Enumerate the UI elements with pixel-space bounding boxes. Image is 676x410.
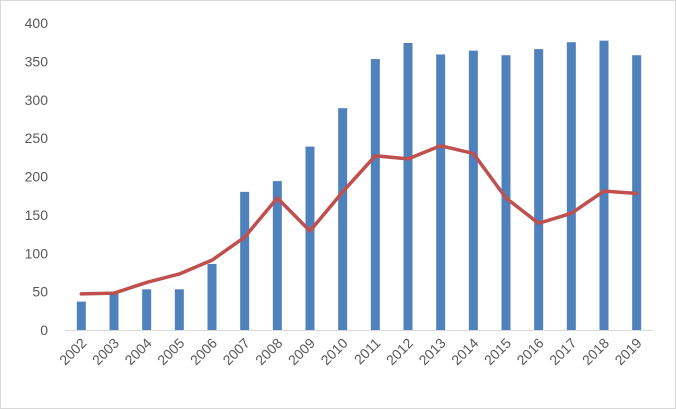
bar-2008 <box>272 181 282 330</box>
line-point-2016 <box>537 221 541 225</box>
line-point-2002 <box>79 292 83 296</box>
x-tick-label: 2008 <box>252 335 285 368</box>
x-tick-label: 2012 <box>383 335 416 368</box>
line-point-2015 <box>504 196 508 200</box>
bar-2015 <box>501 55 511 331</box>
y-tick-label: 50 <box>32 284 48 300</box>
line-point-2009 <box>308 229 312 233</box>
y-tick-label: 100 <box>25 245 49 261</box>
bar-2014 <box>468 50 478 330</box>
x-tick-label: 2019 <box>611 335 644 368</box>
x-tick-label: 2011 <box>351 335 384 368</box>
line-point-2017 <box>569 211 573 215</box>
line-point-2006 <box>210 258 214 262</box>
bar-2005 <box>174 289 184 330</box>
line-point-2013 <box>439 144 443 148</box>
bar-2016 <box>534 49 544 330</box>
bar-2010 <box>338 108 348 330</box>
x-tick-label: 2013 <box>415 335 448 368</box>
x-tick-label: 2002 <box>56 335 89 368</box>
y-tick-label: 300 <box>25 92 49 108</box>
x-tick-label: 2010 <box>317 335 350 368</box>
x-tick-label: 2015 <box>481 335 514 368</box>
line-point-2014 <box>471 151 475 155</box>
line-point-2019 <box>635 191 639 195</box>
x-tick-label: 2016 <box>513 335 546 368</box>
line-point-2012 <box>406 157 410 161</box>
line-point-2003 <box>112 291 116 295</box>
x-axis-ticks: 2002 2003 2004 2005 2006 2007 2008 2009 2010 2011… <box>56 335 645 368</box>
x-tick-label: 2007 <box>219 335 252 368</box>
y-tick-label: 400 <box>25 15 49 31</box>
bar-series <box>76 40 642 331</box>
y-tick-label: 200 <box>25 169 49 185</box>
line-point-2010 <box>341 190 345 194</box>
x-tick-label: 2006 <box>187 335 220 368</box>
line-point-2018 <box>602 189 606 193</box>
line-point-2005 <box>177 272 181 276</box>
x-tick-label: 2017 <box>546 335 579 368</box>
y-tick-label: 150 <box>25 207 49 223</box>
x-tick-label: 2003 <box>89 335 122 368</box>
bar-2004 <box>142 289 152 330</box>
bar-2009 <box>305 146 315 330</box>
bar-2017 <box>566 42 576 330</box>
x-tick-label: 2005 <box>154 335 187 368</box>
x-tick-label: 2004 <box>121 335 154 368</box>
line-point-2007 <box>243 235 247 239</box>
line-series <box>79 144 639 296</box>
bar-2012 <box>403 42 413 331</box>
y-tick-label: 0 <box>40 322 48 338</box>
bar-2013 <box>436 54 446 330</box>
bar-2006 <box>207 263 217 330</box>
line-point-2011 <box>373 154 377 158</box>
y-tick-label: 250 <box>25 130 49 146</box>
y-axis-ticks: 0 50 100 150 200 250 300 350 400 <box>25 15 49 338</box>
bar-2002 <box>76 301 86 330</box>
y-tick-label: 350 <box>25 53 49 69</box>
bar-2003 <box>109 293 119 330</box>
line-point-2008 <box>275 196 279 200</box>
bar-2018 <box>599 40 609 331</box>
x-tick-label: 2018 <box>579 335 612 368</box>
line-point-2004 <box>145 280 149 284</box>
bar-2007 <box>240 191 250 330</box>
bar-2011 <box>370 59 380 330</box>
x-tick-label: 2014 <box>448 335 481 368</box>
x-tick-label: 2009 <box>285 335 318 368</box>
